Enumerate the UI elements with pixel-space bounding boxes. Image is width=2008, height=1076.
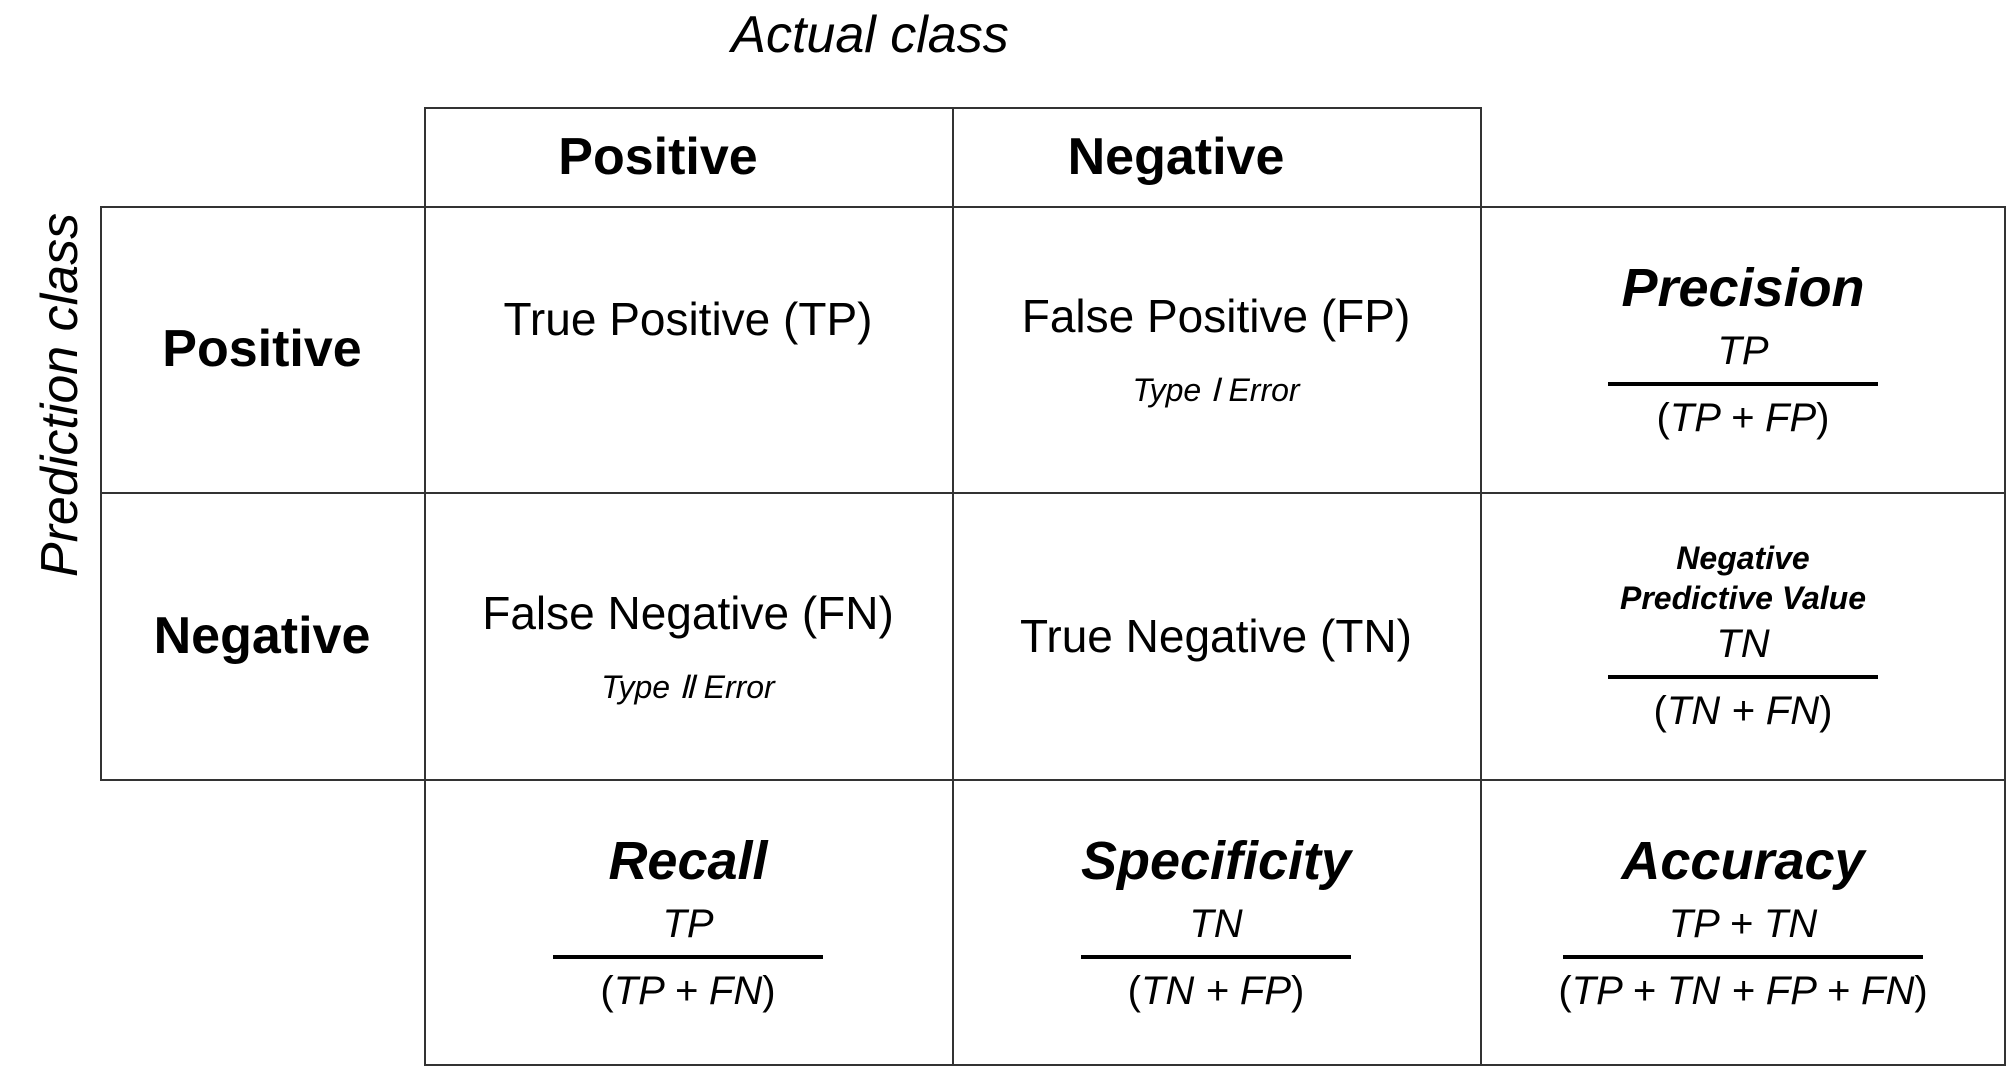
metric-specificity: Specificity TN (TN + FP) — [952, 779, 1480, 1065]
npv-fraction-bar — [1608, 674, 1878, 679]
true-positive-label: True Positive (TP) — [503, 293, 873, 345]
false-negative-label: False Negative (FN) — [482, 586, 894, 639]
precision-denominator-wrap: (TP + FP) — [1656, 396, 1830, 440]
specificity-numerator: TN — [1189, 902, 1243, 946]
npv-numerator: TN — [1716, 621, 1770, 666]
cell-false-positive: False Positive (FP) Type Ⅰ Error — [952, 206, 1480, 492]
row-header-negative: Negative — [153, 606, 371, 665]
metric-precision: Precision TP (TP + FP) — [1480, 206, 2006, 492]
prediction-class-label: Prediction class — [31, 212, 89, 578]
cell-true-positive: True Positive (TP) — [424, 206, 952, 492]
grid-line-col3 — [1480, 107, 1482, 1066]
specificity-denominator-wrap: (TN + FP) — [1127, 969, 1305, 1013]
precision-numerator: TP — [1717, 329, 1769, 373]
cell-false-negative: False Negative (FN) Type Ⅱ Error — [424, 492, 952, 779]
recall-denominator: TP + FN — [613, 969, 763, 1013]
grid-line-row-divider — [100, 492, 2006, 494]
grid-line-matrix-bottom — [100, 779, 2006, 781]
actual-class-label: Actual class — [731, 6, 1009, 64]
cell-true-negative: True Negative (TN) — [952, 492, 1480, 779]
grid-line-col1 — [424, 107, 426, 1066]
grid-line-right — [2004, 206, 2006, 1066]
accuracy-denominator-wrap: (TP + TN + FP + FN) — [1558, 969, 1928, 1013]
accuracy-title: Accuracy — [1621, 831, 1865, 891]
specificity-fraction-bar — [1081, 955, 1351, 959]
column-header-negative: Negative — [1067, 128, 1285, 186]
recall-denominator-wrap: (TP + FN) — [600, 969, 776, 1013]
npv-denominator: TN + FN — [1666, 688, 1820, 733]
precision-denominator: TP + FP — [1669, 396, 1817, 440]
accuracy-fraction-bar — [1563, 955, 1923, 959]
recall-title: Recall — [608, 831, 768, 891]
npv-title-line1: Negative — [1676, 539, 1810, 576]
precision-title: Precision — [1621, 258, 1865, 318]
npv-formula: TN (TN + FN) — [1608, 622, 1878, 734]
accuracy-denominator: TP + TN + FP + FN — [1571, 969, 1915, 1013]
metric-negative-predictive-value: Negative Predictive Value TN (TN + FN) — [1480, 492, 2006, 779]
recall-fraction-bar — [553, 955, 823, 959]
accuracy-numerator: TP + TN — [1668, 902, 1818, 946]
column-header-positive: Positive — [558, 128, 758, 186]
true-negative-label: True Negative (TN) — [1020, 609, 1412, 662]
metric-recall: Recall TP (TP + FN) — [424, 779, 952, 1065]
recall-numerator: TP — [662, 902, 714, 946]
specificity-denominator: TN + FP — [1140, 969, 1292, 1013]
specificity-title: Specificity — [1080, 831, 1352, 891]
row-header-positive: Positive — [162, 320, 362, 378]
type-2-error-label: Type Ⅱ Error — [601, 668, 775, 705]
grid-line-left — [100, 206, 102, 781]
grid-line-header-bottom — [100, 206, 2006, 208]
type-1-error-label: Type Ⅰ Error — [1132, 372, 1300, 408]
grid-line-bottom — [424, 1064, 2006, 1066]
specificity-formula: TN (TN + FP) — [1081, 902, 1351, 1014]
false-positive-label: False Positive (FP) — [1021, 290, 1411, 342]
precision-formula: TP (TP + FP) — [1608, 329, 1878, 441]
recall-formula: TP (TP + FN) — [553, 902, 823, 1014]
accuracy-formula: TP + TN (TP + TN + FP + FN) — [1558, 902, 1927, 1014]
npv-denominator-wrap: (TN + FN) — [1653, 688, 1833, 733]
metric-accuracy: Accuracy TP + TN (TP + TN + FP + FN) — [1480, 779, 2006, 1065]
grid-line-col2 — [952, 107, 954, 1066]
npv-title-line2: Predictive Value — [1619, 579, 1867, 616]
precision-fraction-bar — [1608, 382, 1878, 386]
